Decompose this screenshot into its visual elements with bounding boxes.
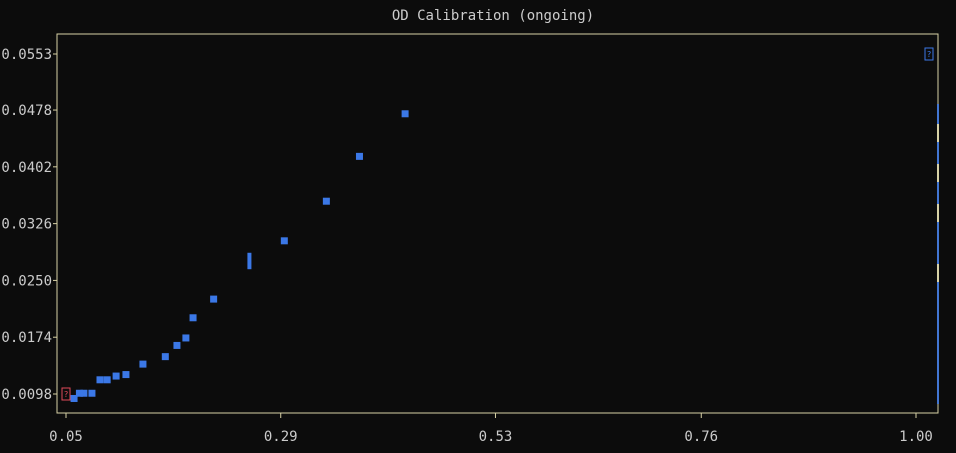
data-point: [70, 394, 78, 402]
y-tick-label: 0.0478: [1, 103, 52, 119]
svg-text:?: ?: [64, 390, 69, 399]
data-point: [88, 389, 96, 397]
svg-text:?: ?: [927, 50, 932, 59]
data-point: [322, 197, 330, 205]
data-point: [173, 341, 181, 349]
y-tick-label: 0.0098: [1, 387, 52, 403]
data-points: [70, 110, 409, 402]
right-edge-marker: ?: [924, 47, 934, 61]
x-axis: 0.05 0.29 0.53 0.76 1.00: [49, 413, 933, 445]
y-tick-label: 0.0174: [1, 330, 52, 346]
right-edge-strip: [937, 104, 939, 404]
y-tick-label: 0.0402: [1, 160, 52, 176]
errorbar-point: [247, 252, 252, 270]
chart-title: OD Calibration (ongoing): [392, 8, 594, 24]
right-edge-segment: [937, 124, 939, 142]
data-point: [182, 334, 190, 342]
x-tick-label: 0.76: [684, 429, 718, 445]
data-point: [401, 110, 409, 118]
edge-markers: ??: [61, 47, 934, 401]
right-edge-segment: [937, 204, 939, 222]
plot-frame: [56, 33, 939, 414]
x-tick-label: 0.29: [264, 429, 298, 445]
y-axis: 0.0098 0.0174 0.0250 0.0326 0.0402 0.0478 0.05…: [1, 47, 57, 403]
y-tick-label: 0.0553: [1, 47, 52, 63]
x-tick-label: 0.05: [49, 429, 83, 445]
data-point: [96, 376, 104, 384]
x-tick-label: 0.53: [479, 429, 513, 445]
data-point: [139, 360, 147, 368]
data-point: [122, 371, 130, 379]
data-point: [280, 237, 288, 245]
data-point: [80, 389, 88, 397]
data-point: [112, 372, 120, 380]
x-tick-label: 1.00: [899, 429, 933, 445]
data-point: [189, 314, 197, 322]
right-edge-segment: [937, 264, 939, 282]
data-point: [103, 376, 111, 384]
data-point: [355, 152, 363, 160]
y-tick-label: 0.0326: [1, 217, 52, 233]
data-point: [161, 353, 169, 361]
right-edge-bar: [937, 104, 939, 404]
left-edge-marker: ?: [61, 387, 71, 401]
right-edge-segment: [937, 164, 939, 182]
data-point: [210, 295, 218, 303]
y-tick-label: 0.0250: [1, 273, 52, 289]
data-point: [75, 389, 83, 397]
